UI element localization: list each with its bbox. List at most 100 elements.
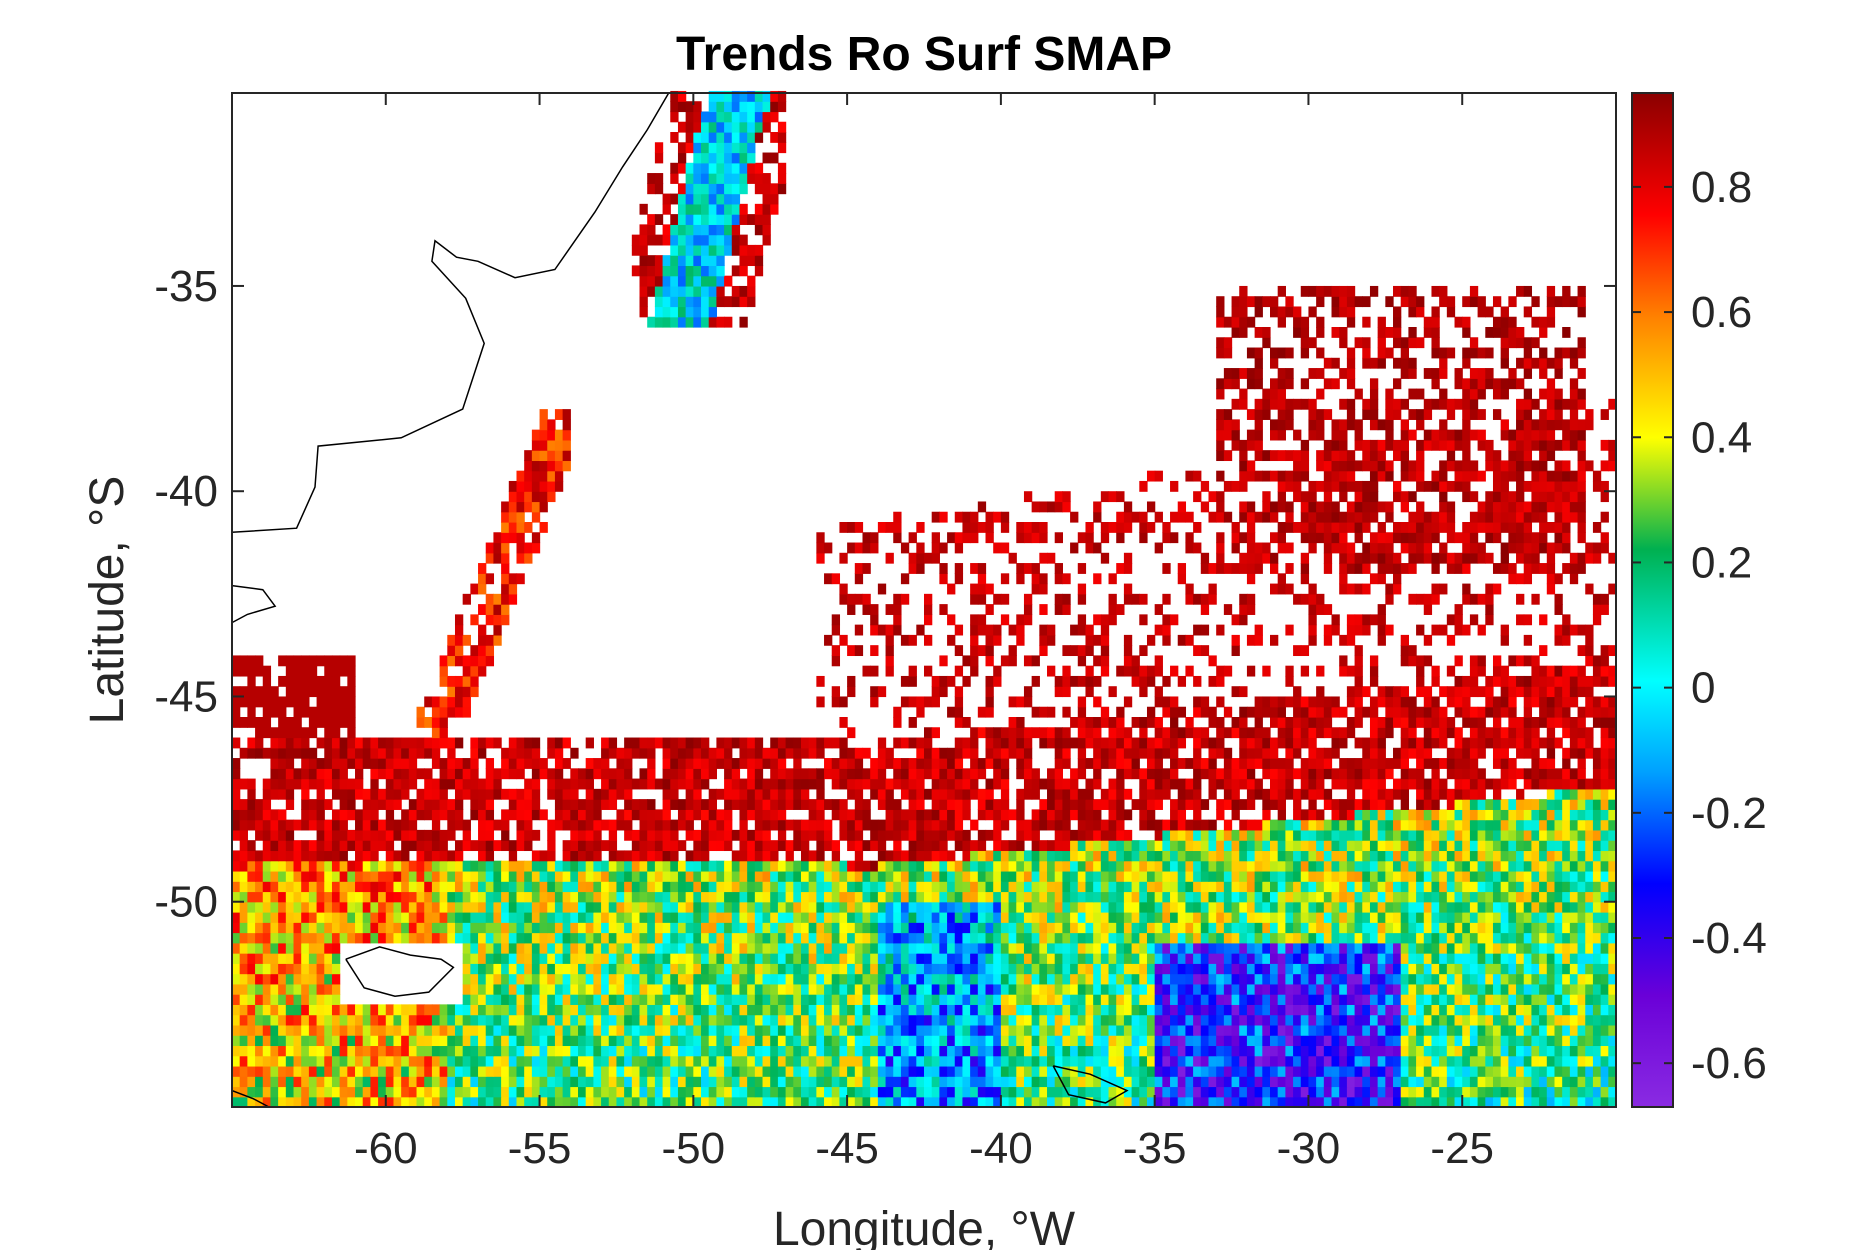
heatmap-cell (1423, 1096, 1433, 1108)
heatmap-cell (1308, 901, 1317, 913)
heatmap-cell (339, 819, 348, 831)
heatmap-cell (1070, 1035, 1079, 1047)
heatmap-cell (554, 1014, 564, 1026)
heatmap-cell (708, 840, 717, 852)
heatmap-cell (1200, 1065, 1210, 1077)
heatmap-cell (616, 994, 625, 1005)
heatmap-cell (1439, 1096, 1448, 1108)
heatmap-cell (1254, 850, 1263, 862)
heatmap-cell (331, 860, 341, 872)
heatmap-cell (1300, 1055, 1310, 1067)
heatmap-cell (1400, 1076, 1409, 1088)
heatmap-cell (316, 1004, 325, 1016)
heatmap-cell (1446, 881, 1456, 893)
heatmap-cell (1431, 953, 1440, 964)
heatmap-cell (1569, 809, 1579, 821)
heatmap-cell (578, 973, 587, 985)
heatmap-cell (1500, 829, 1509, 841)
heatmap-cell (1093, 1014, 1102, 1026)
heatmap-cell (708, 819, 717, 831)
heatmap-cell (1123, 870, 1133, 882)
heatmap-cell (578, 1004, 587, 1016)
heatmap-cell (870, 922, 879, 934)
heatmap-cell (693, 963, 702, 975)
heatmap-cell (1454, 829, 1463, 841)
heatmap-cell (647, 983, 656, 995)
heatmap-cell (693, 932, 702, 944)
heatmap-cell (993, 1014, 1002, 1026)
heatmap-cell (547, 850, 556, 862)
heatmap-cell (1469, 1065, 1479, 1077)
heatmap-cell (616, 912, 625, 923)
heatmap-cell (1062, 1055, 1071, 1067)
heatmap-cell (1431, 963, 1440, 975)
heatmap-cell (570, 1076, 579, 1088)
heatmap-cell (962, 829, 971, 841)
heatmap-cell (777, 953, 787, 964)
heatmap-cell (1162, 994, 1171, 1005)
heatmap-cell (1023, 850, 1033, 862)
heatmap-cell (693, 1086, 702, 1098)
heatmap-cell (585, 973, 594, 985)
heatmap-cell (408, 1096, 418, 1108)
heatmap-cell (1077, 809, 1087, 821)
heatmap-cell (1070, 994, 1079, 1005)
heatmap-cell (1300, 963, 1310, 975)
heatmap-cell (1047, 1035, 1056, 1047)
heatmap-cell (585, 891, 594, 903)
heatmap-cell (900, 891, 910, 903)
heatmap-cell (1569, 994, 1579, 1005)
heatmap-cell (239, 850, 248, 862)
heatmap-cell (762, 953, 771, 964)
heatmap-cell (724, 1076, 733, 1088)
heatmap-cell (962, 881, 971, 893)
heatmap-cell (1400, 963, 1409, 975)
heatmap-cell (939, 1096, 948, 1108)
heatmap-cell (1539, 994, 1548, 1005)
heatmap-cell (408, 829, 418, 841)
heatmap-cell (1262, 881, 1271, 893)
heatmap-cell (893, 994, 902, 1005)
heatmap-cell (585, 1076, 594, 1088)
heatmap-cell (662, 881, 671, 893)
heatmap-cell (824, 840, 833, 852)
heatmap-cell (1270, 994, 1279, 1005)
heatmap-cell (1385, 994, 1394, 1005)
heatmap-cell (1354, 809, 1363, 821)
heatmap-cell (447, 1086, 456, 1098)
heatmap-cell (501, 901, 510, 913)
heatmap-cell (385, 932, 395, 944)
heatmap-cell (747, 932, 756, 944)
heatmap-cell (1262, 809, 1271, 821)
heatmap-cell (1492, 881, 1502, 893)
heatmap-cell (908, 912, 917, 923)
heatmap-cell (1446, 1055, 1456, 1067)
heatmap-cell (1139, 840, 1148, 852)
heatmap-cell (1608, 1096, 1617, 1108)
heatmap-cell (239, 932, 248, 944)
heatmap-cell (1308, 819, 1317, 831)
heatmap-cell (1177, 901, 1187, 913)
heatmap-cell (1346, 1076, 1356, 1088)
heatmap-cell (578, 942, 587, 954)
heatmap-cell (1293, 891, 1302, 903)
heatmap-cell (1531, 1055, 1540, 1067)
heatmap-cell (1508, 1065, 1517, 1077)
heatmap-cell (1008, 891, 1017, 903)
heatmap-cell (331, 994, 341, 1005)
heatmap-cell (1469, 850, 1479, 862)
heatmap-cell (931, 932, 940, 944)
heatmap-cell (1254, 840, 1263, 852)
heatmap-cell (355, 932, 364, 944)
heatmap-cell (393, 1014, 402, 1026)
heatmap-cell (954, 953, 964, 964)
heatmap-cell (270, 1045, 279, 1057)
heatmap-cell (1047, 953, 1056, 964)
heatmap-cell (1385, 1065, 1394, 1077)
heatmap-cell (1554, 1096, 1563, 1108)
heatmap-cell (1077, 1035, 1087, 1047)
heatmap-cell (1239, 901, 1248, 913)
heatmap-cell (416, 860, 425, 872)
heatmap-cell (493, 942, 502, 954)
heatmap-cell (1331, 1076, 1340, 1088)
